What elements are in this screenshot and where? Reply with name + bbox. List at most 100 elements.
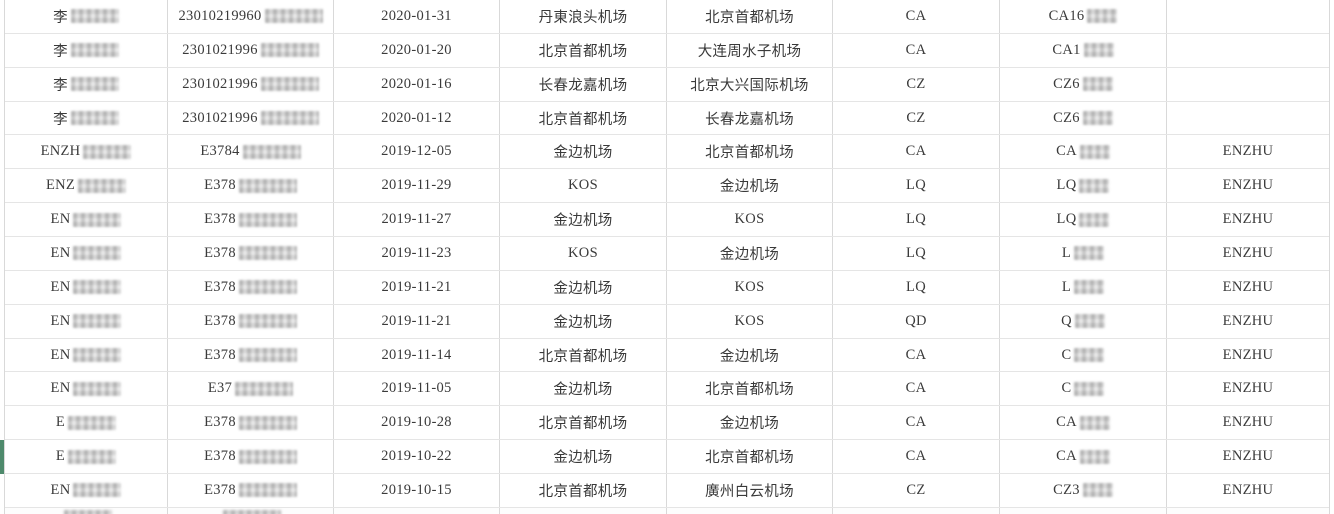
cell-agent-name[interactable] (1167, 508, 1329, 514)
cell-arrival-airport[interactable]: 北京首都机场 (667, 440, 833, 474)
cell-flight-number[interactable]: CZ6 (1000, 67, 1167, 101)
cell-id-number[interactable]: E378 (168, 406, 334, 440)
cell-agent-name[interactable]: ENZHU (1222, 346, 1274, 363)
cell-passenger-name[interactable] (5, 507, 168, 514)
cell-airline-code[interactable]: LQ (833, 169, 1000, 203)
cell-id-number[interactable]: 2301021996 (168, 101, 334, 135)
cell-arrival-airport[interactable]: 北京首都机场 (667, 372, 833, 406)
cell-passenger-name[interactable]: ENZH (5, 135, 168, 169)
cell-passenger-name[interactable]: E (5, 406, 168, 440)
cell-agent-name[interactable]: ENZHU (1222, 244, 1274, 261)
cell-passenger-name[interactable]: EN (5, 203, 168, 237)
cell-agent-name[interactable] (1167, 34, 1329, 67)
cell-agent-name[interactable]: ENZHU (1222, 481, 1274, 498)
cell-agent-name[interactable] (1167, 0, 1329, 33)
cell-flight-number[interactable]: Q (1000, 304, 1167, 338)
cell-id-number[interactable]: 2301021996 (168, 67, 334, 101)
cell-flight-date[interactable]: 2020-01-20 (334, 33, 500, 67)
cell-id-number[interactable]: E3784 (168, 135, 334, 169)
cell-flight-date[interactable]: 2019-11-27 (334, 203, 500, 237)
table-row[interactable]: 李 2301021996 2020-01-16 长春龙嘉机场 北京大兴国际机场 … (5, 67, 1329, 102)
cell-departure-airport[interactable]: 金边机场 (500, 203, 667, 237)
cell-airline-code[interactable]: QD (833, 304, 1000, 338)
cell-airline-code[interactable]: CA (833, 440, 1000, 474)
cell-arrival-airport[interactable]: KOS (667, 270, 833, 304)
cell-flight-date[interactable]: 2019-11-29 (334, 169, 500, 203)
cell-id-number[interactable]: E378 (168, 237, 334, 270)
cell-airline-code[interactable]: CA (833, 338, 1000, 372)
table-row-partial[interactable] (5, 507, 1329, 514)
cell-airline-code[interactable] (833, 507, 1000, 514)
cell-agent-name[interactable]: ENZHU (1222, 448, 1274, 465)
cell-departure-airport[interactable]: KOS (500, 237, 667, 270)
cell-airline-code[interactable]: CA (833, 135, 1000, 169)
cell-airline-code[interactable]: CZ (833, 101, 1000, 135)
table-row[interactable]: E E378 2019-10-28 北京首都机场 金边机场 CA CA ENZH… (5, 406, 1329, 441)
cell-passenger-name[interactable]: 李 (5, 0, 168, 33)
cell-airline-code[interactable]: CA (833, 0, 1000, 33)
cell-flight-date[interactable] (334, 507, 500, 514)
cell-arrival-airport[interactable]: 金边机场 (667, 169, 833, 203)
cell-flight-number[interactable]: LQ (1000, 203, 1167, 237)
cell-passenger-name[interactable]: E (5, 440, 168, 474)
cell-id-number[interactable]: E378 (168, 203, 334, 237)
cell-departure-airport[interactable]: 北京首都机场 (500, 33, 667, 67)
cell-flight-number[interactable]: LQ (1000, 169, 1167, 203)
table-row[interactable]: EN E378 2019-11-27 金边机场 KOS LQ LQ ENZHU (5, 203, 1329, 238)
cell-flight-number[interactable] (1000, 507, 1167, 514)
cell-passenger-name[interactable]: ENZ (5, 169, 168, 203)
cell-arrival-airport[interactable]: KOS (667, 203, 833, 237)
cell-departure-airport[interactable]: 金边机场 (500, 372, 667, 406)
cell-arrival-airport[interactable]: 北京首都机场 (667, 135, 833, 169)
cell-flight-date[interactable]: 2020-01-31 (334, 0, 500, 33)
cell-departure-airport[interactable]: 北京首都机场 (500, 406, 667, 440)
cell-flight-date[interactable]: 2020-01-12 (334, 101, 500, 135)
cell-id-number[interactable]: E378 (168, 270, 334, 304)
cell-agent-name[interactable]: ENZHU (1222, 211, 1274, 228)
table-row[interactable]: 李 23010219960 2020-01-31 丹東浪头机场 北京首都机场 C… (5, 0, 1329, 34)
cell-id-number[interactable]: E378 (168, 474, 334, 507)
cell-airline-code[interactable]: LQ (833, 203, 1000, 237)
cell-flight-date[interactable]: 2019-12-05 (334, 135, 500, 169)
cell-flight-number[interactable]: L (1000, 237, 1167, 270)
table-row[interactable]: EN E378 2019-11-21 金边机场 KOS QD Q ENZHU (5, 304, 1329, 339)
cell-arrival-airport[interactable]: 金边机场 (667, 338, 833, 372)
cell-id-number[interactable] (168, 507, 334, 514)
table-row[interactable]: EN E378 2019-11-23 KOS 金边机场 LQ L ENZHU (5, 237, 1329, 271)
table-row[interactable]: EN E37 2019-11-05 金边机场 北京首都机场 CA C ENZHU (5, 372, 1329, 407)
cell-arrival-airport[interactable]: 廣州白云机场 (667, 474, 833, 507)
cell-agent-name[interactable]: ENZHU (1222, 380, 1274, 397)
table-row[interactable]: EN E378 2019-10-15 北京首都机场 廣州白云机场 CZ CZ3 … (5, 474, 1329, 508)
cell-id-number[interactable]: E378 (168, 338, 334, 372)
cell-agent-name[interactable]: ENZHU (1222, 143, 1274, 160)
cell-passenger-name[interactable]: 李 (5, 67, 168, 101)
cell-passenger-name[interactable]: EN (5, 338, 168, 372)
cell-arrival-airport[interactable]: 北京首都机场 (667, 0, 833, 33)
cell-agent-name[interactable]: ENZHU (1222, 414, 1274, 431)
cell-passenger-name[interactable]: EN (5, 372, 168, 406)
cell-departure-airport[interactable]: 金边机场 (500, 135, 667, 169)
cell-id-number[interactable]: E378 (168, 304, 334, 338)
cell-flight-date[interactable]: 2019-11-23 (334, 237, 500, 270)
cell-flight-number[interactable]: C (1000, 372, 1167, 406)
cell-arrival-airport[interactable]: 长春龙嘉机场 (667, 101, 833, 135)
cell-flight-number[interactable]: CA (1000, 135, 1167, 169)
cell-arrival-airport[interactable] (667, 507, 833, 514)
cell-flight-number[interactable]: CZ6 (1000, 101, 1167, 135)
cell-passenger-name[interactable]: EN (5, 304, 168, 338)
cell-arrival-airport[interactable]: 大连周水子机场 (667, 33, 833, 67)
table-row[interactable]: EN E378 2019-11-14 北京首都机场 金边机场 CA C ENZH… (5, 338, 1329, 373)
table-row[interactable]: 李 2301021996 2020-01-20 北京首都机场 大连周水子机场 C… (5, 33, 1329, 68)
cell-departure-airport[interactable]: 金边机场 (500, 304, 667, 338)
cell-flight-number[interactable]: CZ3 (1000, 474, 1167, 507)
table-row[interactable]: 李 2301021996 2020-01-12 北京首都机场 长春龙嘉机场 CZ… (5, 101, 1329, 136)
cell-flight-date[interactable]: 2019-11-05 (334, 372, 500, 406)
cell-airline-code[interactable]: CA (833, 406, 1000, 440)
cell-departure-airport[interactable] (500, 507, 667, 514)
cell-passenger-name[interactable]: EN (5, 237, 168, 270)
cell-arrival-airport[interactable]: 金边机场 (667, 237, 833, 270)
cell-departure-airport[interactable]: 北京首都机场 (500, 101, 667, 135)
cell-departure-airport[interactable]: 北京首都机场 (500, 338, 667, 372)
cell-id-number[interactable]: 2301021996 (168, 33, 334, 67)
table-row[interactable]: E E378 2019-10-22 金边机场 北京首都机场 CA CA ENZH… (5, 440, 1329, 475)
